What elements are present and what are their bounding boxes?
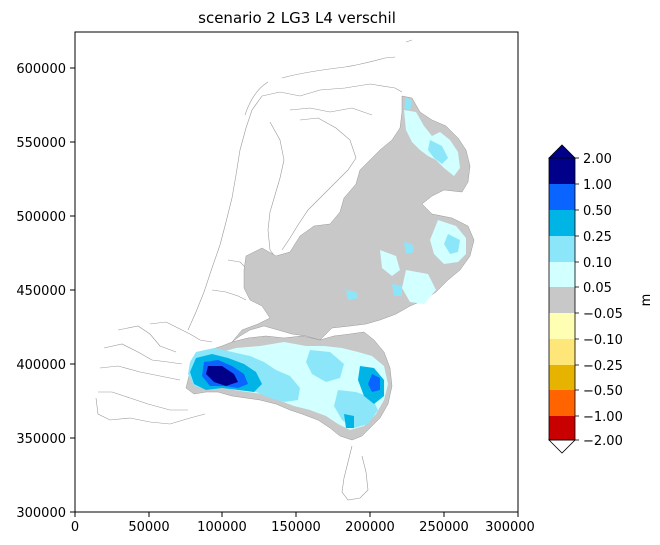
anomaly-centre-mid xyxy=(404,242,414,254)
zeeland-flanders-outline xyxy=(98,391,188,411)
chart-title: scenario 2 LG3 L4 verschil xyxy=(198,9,396,27)
zeeland-south-outline xyxy=(95,397,206,425)
anomaly-limburg-blue xyxy=(368,374,380,392)
y-tick-label: 400000 xyxy=(16,358,66,373)
colorbar-unit-label: m xyxy=(639,294,654,307)
colorbar-tick-label: 2.00 xyxy=(583,152,612,167)
colorbar-tick-label: −0.10 xyxy=(583,333,623,348)
colorbar-extend-top xyxy=(548,144,576,159)
anomaly-gelderland-mid xyxy=(392,284,402,296)
colorbar-extend-bottom xyxy=(548,439,576,454)
anomaly-layer xyxy=(188,98,466,430)
y-tick-label: 500000 xyxy=(16,210,66,225)
y-tick-label: 600000 xyxy=(16,62,66,77)
zeeland-north-outline xyxy=(149,321,213,343)
colorbar-tick-label: −2.00 xyxy=(583,434,623,449)
anomaly-gelderland-light xyxy=(402,270,436,304)
y-tick-label: 350000 xyxy=(16,432,66,447)
colorbar-tick-label: 0.05 xyxy=(583,281,612,296)
colorbar-bin xyxy=(549,236,575,262)
friesland-border-outline xyxy=(289,107,373,116)
zeeland-islands-outline-1 xyxy=(117,325,177,353)
colorbar-tick-label: −0.05 xyxy=(583,307,623,322)
colorbar-tick-label: −1.00 xyxy=(583,410,623,425)
colorbar-bin xyxy=(549,210,575,236)
colorbar-bin xyxy=(549,262,575,287)
anomaly-west-brabant-darkblue xyxy=(206,366,238,386)
zeeland-islands-outline-3 xyxy=(99,365,181,381)
anomaly-south-cyan xyxy=(344,414,354,428)
colorbar-tick-label: −0.25 xyxy=(583,359,623,374)
limburg-outline xyxy=(341,445,369,501)
colorbar-bin xyxy=(549,365,575,390)
x-tick-label: 100000 xyxy=(197,520,247,535)
rottumeroog-outline xyxy=(405,39,413,43)
colorbar-tick-label: 0.25 xyxy=(583,230,612,245)
colorbar-frame xyxy=(548,157,576,441)
north-coast-outline xyxy=(261,83,403,97)
x-tick-label: 150000 xyxy=(271,520,321,535)
anomaly-centre-light xyxy=(380,250,400,276)
x-tick-label: 200000 xyxy=(345,520,395,535)
colorbar-tick-label: 0.50 xyxy=(583,204,612,219)
y-tick-label: 300000 xyxy=(16,506,66,521)
colorbar-bin xyxy=(549,416,575,440)
map-axes: 0 50000 100000 150000 200000 250000 3000… xyxy=(16,31,535,535)
x-tick-label: 250000 xyxy=(419,520,469,535)
x-axis: 0 50000 100000 150000 200000 250000 3000… xyxy=(71,512,535,535)
anomaly-centre-brabant-mid xyxy=(306,350,344,382)
wadden-islands-outline xyxy=(281,56,396,79)
ijsselmeer-west-outline xyxy=(267,121,285,259)
y-axis: 300000 350000 400000 450000 500000 55000… xyxy=(16,62,75,521)
colorbar-bin xyxy=(549,184,575,210)
y-tick-label: 450000 xyxy=(16,284,66,299)
colorbar-bin xyxy=(549,158,575,184)
colorbar-tick-label: 1.00 xyxy=(583,178,612,193)
zeeland-islands-outline-2 xyxy=(103,343,183,365)
holland-border-outline xyxy=(211,289,247,301)
x-tick-label: 0 xyxy=(71,520,79,535)
anomaly-veluwe-mid xyxy=(346,290,358,300)
x-tick-label: 50000 xyxy=(128,520,169,535)
colorbar-bin xyxy=(549,313,575,339)
colorbar-tick-label: 0.10 xyxy=(583,256,612,271)
anomaly-east-mid xyxy=(444,234,460,254)
y-tick-label: 550000 xyxy=(16,136,66,151)
colorbar-bin xyxy=(549,287,575,313)
anomaly-northeast-mid xyxy=(428,140,448,164)
colorbar: 2.00 1.00 0.50 0.25 0.10 0.05 −0.05 −0.1… xyxy=(548,144,654,454)
randstad-border-outline xyxy=(227,259,247,269)
colorbar-tick-label: −0.50 xyxy=(583,384,623,399)
ijsselmeer-east-outline xyxy=(281,117,357,251)
anomaly-north-tip xyxy=(404,98,412,110)
west-coast-outline xyxy=(187,95,263,331)
colorbar-bin xyxy=(549,339,575,365)
colorbar-bin xyxy=(549,390,575,416)
texel-outline xyxy=(244,81,269,116)
outline-layer xyxy=(95,39,413,501)
x-tick-label: 300000 xyxy=(485,520,535,535)
